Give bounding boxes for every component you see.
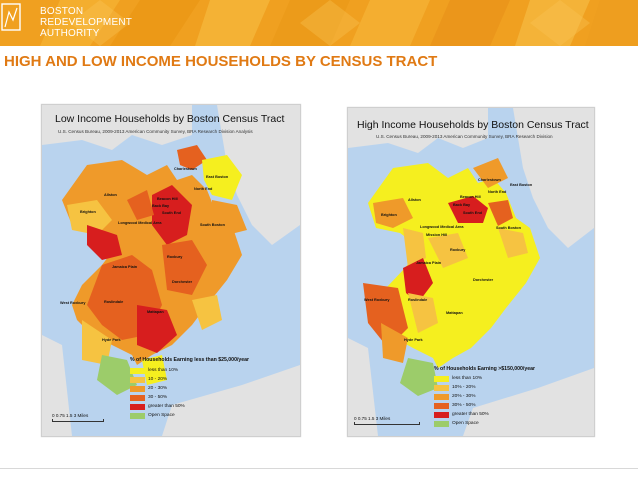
map-label-dorchester: Dorchester — [473, 278, 494, 282]
legend-swatch — [130, 412, 145, 419]
map-label-back-bay: Back Bay — [152, 204, 170, 208]
legend-swatch — [130, 403, 145, 410]
org-line-1: BOSTON — [40, 6, 84, 17]
banner-pattern — [0, 0, 638, 46]
org-line-2: REDEVELOPMENT — [40, 17, 133, 28]
map-label-dorchester: Dorchester — [172, 280, 193, 284]
map-label-roxbury: Roxbury — [167, 255, 183, 259]
legend-item: greater than 50% — [434, 411, 489, 418]
legend-label: 30% - 50% — [452, 403, 476, 408]
legend-swatch — [130, 376, 145, 383]
legend-item: Open Space — [434, 420, 479, 427]
map-label-mattapan: Mattapan — [147, 310, 164, 314]
legend-label: greater than 50% — [148, 404, 185, 409]
map-label-charlestown: Charlestown — [174, 167, 197, 171]
legend-label: less than 10% — [148, 368, 179, 373]
legend-label: greater than 50% — [452, 412, 489, 417]
high-income-scale-bar: 0 0.75 1.5 3 Miles — [354, 416, 420, 425]
map-label-allston: Allston — [104, 193, 117, 197]
org-line-3: AUTHORITY — [40, 28, 100, 39]
legend-item: 30 - 50% — [130, 394, 167, 401]
map-label-jamaica-plain: Jamaica Plain — [416, 261, 442, 265]
low-income-scale-bar: 0 0.75 1.5 3 Miles — [52, 413, 104, 422]
map-label-south-end: South End — [463, 211, 482, 215]
map-label-back-bay: Back Bay — [453, 203, 471, 207]
map-label-south-end: South End — [162, 211, 181, 215]
legend-label: Open Space — [148, 413, 175, 418]
header-banner: BOSTON REDEVELOPMENT AUTHORITY — [0, 0, 638, 46]
map-label-east-boston: East Boston — [206, 175, 229, 179]
high-income-map-title: High Income Households by Boston Census … — [357, 119, 589, 131]
legend-label: less than 10% — [452, 376, 483, 381]
low-income-map-graphic — [42, 105, 300, 436]
map-label-south-boston: South Boston — [496, 226, 521, 230]
legend-item: 20% - 30% — [434, 393, 475, 400]
map-label-west-roxbury: West Roxbury — [364, 298, 390, 302]
map-label-longwood: Longwood Medical Area — [118, 221, 162, 225]
legend-swatch — [434, 375, 449, 382]
map-label-roslindale: Roslindale — [408, 298, 428, 302]
map-label-beacon-hill: Beacon Hill — [157, 197, 178, 201]
scale-bar-text: 0 0.75 1.5 3 Miles — [354, 416, 391, 421]
legend-item: 20 - 30% — [130, 385, 167, 392]
scale-bar-text: 0 0.75 1.5 3 Miles — [52, 413, 89, 418]
legend-swatch — [434, 420, 449, 427]
low-income-map-title: Low Income Households by Boston Census T… — [55, 113, 285, 125]
scale-bar-line — [354, 422, 420, 425]
map-label-brighton: Brighton — [381, 213, 397, 217]
low-income-map: Low Income Households by Boston Census T… — [41, 104, 301, 437]
legend-swatch — [130, 394, 145, 401]
low-income-legend-title: % of Households Earning less than $25,00… — [130, 357, 250, 363]
map-label-hyde-park: Hyde Park — [102, 338, 121, 342]
map-label-south-boston: South Boston — [200, 223, 225, 227]
legend-label: 10 - 20% — [148, 377, 168, 382]
legend-label: Open Space — [452, 421, 479, 426]
legend-item: 30% - 50% — [434, 402, 475, 409]
legend-swatch — [434, 402, 449, 409]
map-label-charlestown: Charlestown — [478, 178, 501, 182]
legend-item: less than 10% — [434, 375, 482, 382]
footer-divider — [0, 468, 638, 469]
map-label-roxbury: Roxbury — [450, 248, 466, 252]
map-label-hyde-park: Hyde Park — [404, 338, 423, 342]
bra-logo-icon — [1, 3, 21, 31]
legend-label: 20 - 30% — [148, 386, 168, 391]
legend-item: Open Space — [130, 412, 175, 419]
high-income-legend-title: % of Households Earning >$150,000/year — [434, 366, 536, 372]
map-label-jamaica-plain: Jamaica Plain — [112, 265, 138, 269]
legend-label: 20% - 30% — [452, 394, 476, 399]
slide-title: HIGH AND LOW INCOME HOUSEHOLDS BY CENSUS… — [4, 53, 438, 70]
organization-name: BOSTON REDEVELOPMENT AUTHORITY — [40, 6, 132, 39]
legend-swatch — [130, 367, 145, 374]
legend-item: 10 - 20% — [130, 376, 167, 383]
legend-item: greater than 50% — [130, 403, 185, 410]
legend-label: 10% - 20% — [452, 385, 476, 390]
legend-swatch — [434, 411, 449, 418]
low-income-map-source: U.S. Census Bureau, 2009-2013 American C… — [58, 129, 253, 134]
legend-item: less than 10% — [130, 367, 178, 374]
map-label-mattapan: Mattapan — [446, 311, 463, 315]
high-income-map-graphic — [348, 108, 594, 436]
map-label-beacon-hill: Beacon Hill — [460, 195, 481, 199]
legend-label: 30 - 50% — [148, 395, 168, 400]
map-label-east-boston: East Boston — [510, 183, 533, 187]
legend-swatch — [434, 393, 449, 400]
map-label-roslindale: Roslindale — [104, 300, 124, 304]
map-label-west-roxbury: West Roxbury — [60, 301, 86, 305]
high-income-map-source: U.S. Census Bureau, 2009-2013 American C… — [376, 134, 553, 139]
scale-bar-line — [52, 419, 104, 422]
map-label-north-end: North End — [194, 187, 213, 191]
legend-swatch — [434, 384, 449, 391]
map-label-north-end: North End — [488, 190, 507, 194]
map-label-mission-hill: Mission Hill — [426, 233, 448, 237]
legend-item: 10% - 20% — [434, 384, 475, 391]
map-label-allston: Allston — [408, 198, 421, 202]
legend-swatch — [130, 385, 145, 392]
map-label-brighton: Brighton — [80, 210, 96, 214]
map-label-longwood: Longwood Medical Area — [420, 225, 464, 229]
high-income-map: High Income Households by Boston Census … — [347, 107, 595, 437]
